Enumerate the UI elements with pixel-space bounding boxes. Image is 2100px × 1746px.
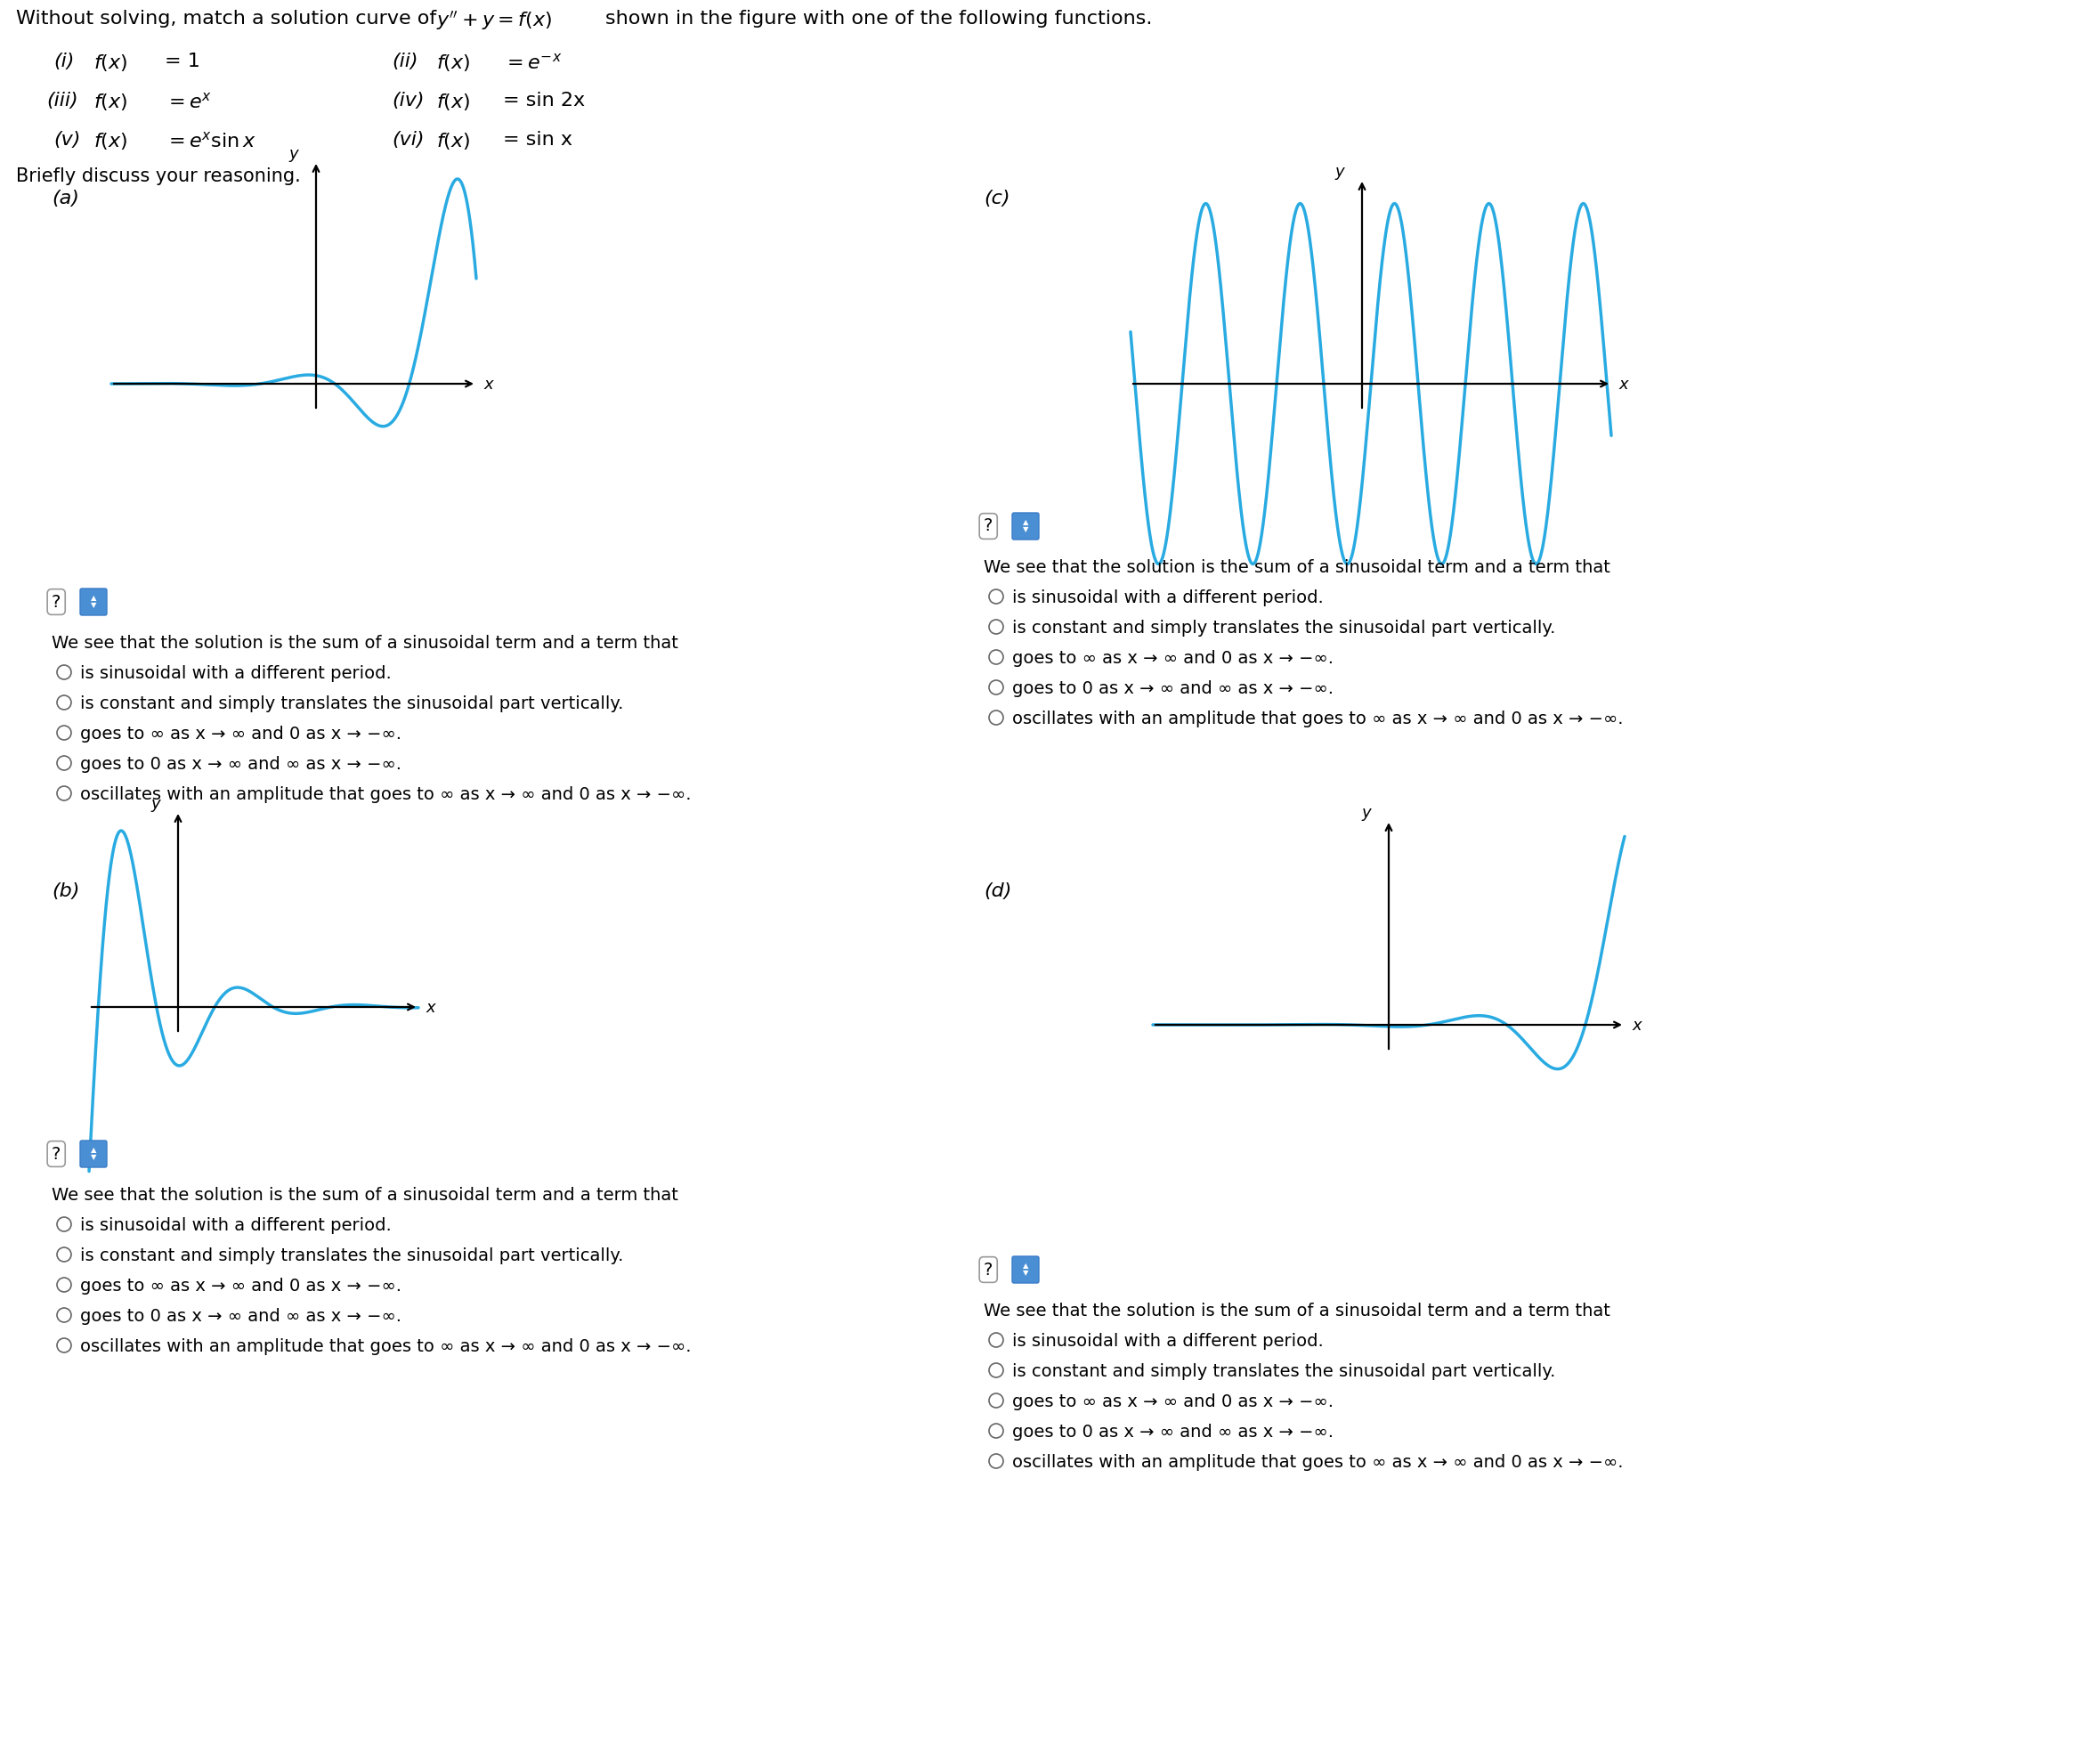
Text: is constant and simply translates the sinusoidal part vertically.: is constant and simply translates the si…	[80, 1247, 624, 1264]
Text: $= e^{-x}$: $= e^{-x}$	[504, 52, 563, 72]
Text: We see that the solution is the sum of a sinusoidal term and a term that: We see that the solution is the sum of a…	[52, 1187, 678, 1203]
Text: ▲: ▲	[90, 1147, 97, 1154]
Text: ▼: ▼	[90, 1154, 97, 1161]
Text: ▼: ▼	[1023, 1269, 1029, 1278]
FancyBboxPatch shape	[1012, 513, 1040, 540]
Text: $x$: $x$	[1619, 377, 1630, 393]
Circle shape	[989, 590, 1004, 604]
FancyBboxPatch shape	[80, 588, 107, 615]
Text: oscillates with an amplitude that goes to ∞ as x → ∞ and 0 as x → −∞.: oscillates with an amplitude that goes t…	[80, 786, 691, 803]
Circle shape	[989, 1332, 1004, 1348]
Text: $y$: $y$	[288, 148, 300, 164]
Text: ▲: ▲	[90, 594, 97, 602]
Text: goes to 0 as x → ∞ and ∞ as x → −∞.: goes to 0 as x → ∞ and ∞ as x → −∞.	[80, 756, 401, 773]
Text: ?: ?	[983, 1261, 993, 1278]
Text: goes to ∞ as x → ∞ and 0 as x → −∞.: goes to ∞ as x → ∞ and 0 as x → −∞.	[80, 726, 401, 742]
Text: is constant and simply translates the sinusoidal part vertically.: is constant and simply translates the si…	[1012, 1364, 1556, 1379]
Circle shape	[989, 1364, 1004, 1378]
Text: oscillates with an amplitude that goes to ∞ as x → ∞ and 0 as x → −∞.: oscillates with an amplitude that goes t…	[80, 1337, 691, 1355]
Text: $f(x)$: $f(x)$	[94, 52, 128, 73]
Text: $f(x)$: $f(x)$	[94, 131, 128, 152]
Text: = sin 2x: = sin 2x	[504, 93, 586, 110]
Text: is constant and simply translates the sinusoidal part vertically.: is constant and simply translates the si…	[1012, 620, 1556, 637]
Circle shape	[57, 756, 71, 770]
Text: $f(x)$: $f(x)$	[437, 93, 470, 112]
Text: (vi): (vi)	[393, 131, 424, 148]
Circle shape	[989, 1454, 1004, 1468]
Text: We see that the solution is the sum of a sinusoidal term and a term that: We see that the solution is the sum of a…	[983, 559, 1611, 576]
Text: $y$: $y$	[1361, 807, 1373, 822]
Text: (a): (a)	[52, 190, 80, 208]
FancyBboxPatch shape	[1012, 1257, 1040, 1283]
Text: is sinusoidal with a different period.: is sinusoidal with a different period.	[80, 665, 391, 683]
Text: is sinusoidal with a different period.: is sinusoidal with a different period.	[1012, 1332, 1323, 1350]
Text: (b): (b)	[52, 882, 80, 901]
Text: $x$: $x$	[426, 1000, 437, 1016]
Circle shape	[989, 681, 1004, 695]
Circle shape	[57, 665, 71, 679]
Text: (i): (i)	[52, 52, 74, 70]
Text: $= e^x \sin x$: $= e^x \sin x$	[164, 131, 256, 150]
Text: is constant and simply translates the sinusoidal part vertically.: is constant and simply translates the si…	[80, 695, 624, 712]
Text: Briefly discuss your reasoning.: Briefly discuss your reasoning.	[17, 168, 300, 185]
Text: ?: ?	[52, 1145, 61, 1163]
Text: goes to 0 as x → ∞ and ∞ as x → −∞.: goes to 0 as x → ∞ and ∞ as x → −∞.	[1012, 1423, 1334, 1440]
Text: ?: ?	[52, 594, 61, 611]
Text: (iii): (iii)	[46, 93, 78, 110]
Circle shape	[57, 786, 71, 800]
Text: $x$: $x$	[483, 377, 496, 393]
Text: ?: ?	[983, 519, 993, 534]
Text: (v): (v)	[52, 131, 80, 148]
Text: = 1: = 1	[164, 52, 200, 70]
Text: oscillates with an amplitude that goes to ∞ as x → ∞ and 0 as x → −∞.: oscillates with an amplitude that goes t…	[1012, 711, 1623, 728]
Circle shape	[57, 1308, 71, 1322]
Circle shape	[989, 1393, 1004, 1407]
Text: goes to 0 as x → ∞ and ∞ as x → −∞.: goes to 0 as x → ∞ and ∞ as x → −∞.	[80, 1308, 401, 1325]
Text: $= e^x$: $= e^x$	[164, 93, 212, 112]
Text: oscillates with an amplitude that goes to ∞ as x → ∞ and 0 as x → −∞.: oscillates with an amplitude that goes t…	[1012, 1454, 1623, 1470]
Circle shape	[989, 1423, 1004, 1439]
Circle shape	[57, 1337, 71, 1353]
Text: = sin x: = sin x	[504, 131, 573, 148]
Text: ▲: ▲	[1023, 1262, 1029, 1269]
Text: ▼: ▼	[1023, 526, 1029, 534]
Text: $f(x)$: $f(x)$	[437, 131, 470, 152]
Text: Without solving, match a solution curve of: Without solving, match a solution curve …	[17, 10, 437, 28]
Circle shape	[57, 726, 71, 740]
Circle shape	[57, 1278, 71, 1292]
Text: $f(x)$: $f(x)$	[437, 52, 470, 73]
Text: (d): (d)	[983, 882, 1012, 901]
Text: shown in the figure with one of the following functions.: shown in the figure with one of the foll…	[605, 10, 1153, 28]
Text: goes to 0 as x → ∞ and ∞ as x → −∞.: goes to 0 as x → ∞ and ∞ as x → −∞.	[1012, 681, 1334, 697]
Circle shape	[57, 695, 71, 709]
Text: $y$: $y$	[1334, 166, 1346, 182]
Circle shape	[989, 620, 1004, 634]
Circle shape	[989, 650, 1004, 663]
Text: is sinusoidal with a different period.: is sinusoidal with a different period.	[1012, 590, 1323, 606]
Text: $x$: $x$	[1632, 1018, 1644, 1034]
Text: (ii): (ii)	[393, 52, 418, 70]
Text: goes to ∞ as x → ∞ and 0 as x → −∞.: goes to ∞ as x → ∞ and 0 as x → −∞.	[1012, 1393, 1334, 1411]
Text: (c): (c)	[983, 190, 1010, 208]
Circle shape	[989, 711, 1004, 725]
Text: is sinusoidal with a different period.: is sinusoidal with a different period.	[80, 1217, 391, 1234]
Text: goes to ∞ as x → ∞ and 0 as x → −∞.: goes to ∞ as x → ∞ and 0 as x → −∞.	[80, 1278, 401, 1294]
Text: $y$: $y$	[151, 798, 162, 814]
Text: goes to ∞ as x → ∞ and 0 as x → −∞.: goes to ∞ as x → ∞ and 0 as x → −∞.	[1012, 650, 1334, 667]
Text: We see that the solution is the sum of a sinusoidal term and a term that: We see that the solution is the sum of a…	[52, 636, 678, 651]
Text: (iv): (iv)	[393, 93, 424, 110]
Text: $f(x)$: $f(x)$	[94, 93, 128, 112]
Text: We see that the solution is the sum of a sinusoidal term and a term that: We see that the solution is the sum of a…	[983, 1303, 1611, 1320]
Text: $y'' + y = f(x)$: $y'' + y = f(x)$	[437, 10, 552, 33]
FancyBboxPatch shape	[80, 1140, 107, 1168]
Text: ▲: ▲	[1023, 519, 1029, 527]
Text: ▼: ▼	[90, 601, 97, 609]
Circle shape	[57, 1247, 71, 1262]
Circle shape	[57, 1217, 71, 1231]
